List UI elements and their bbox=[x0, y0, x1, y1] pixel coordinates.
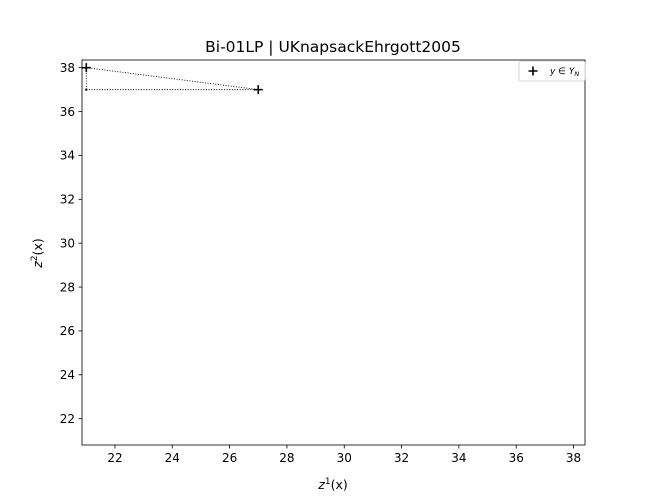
y-axis-label-sup: 2 bbox=[30, 255, 40, 261]
y-axis-label-main: z bbox=[30, 261, 45, 269]
chart-title: Bi-01LP | UKnapsackEhrgott2005 bbox=[205, 38, 461, 56]
y-tick-label: 30 bbox=[60, 236, 75, 250]
y-tick-label: 22 bbox=[60, 412, 75, 426]
axes: 22 24 26 28 30 32 34 36 38 22 24 26 28 30 32 34 36 38 bbox=[60, 59, 586, 465]
data-point bbox=[253, 85, 263, 95]
auxiliary-point bbox=[85, 88, 88, 91]
x-tick-label: 22 bbox=[107, 451, 122, 465]
y-tick-label: 34 bbox=[60, 149, 75, 163]
x-tick-label: 38 bbox=[566, 451, 581, 465]
x-axis-label: z1(x) bbox=[317, 477, 347, 492]
y-tick-label: 38 bbox=[60, 61, 75, 75]
x-tick-label: 32 bbox=[394, 451, 409, 465]
y-tick-label: 28 bbox=[60, 280, 75, 294]
x-tick-label: 28 bbox=[279, 451, 294, 465]
y-tick-label: 24 bbox=[60, 368, 75, 382]
axes-frame bbox=[81, 59, 586, 446]
x-tick-label: 26 bbox=[222, 451, 237, 465]
connector-line bbox=[86, 67, 259, 91]
y-tick-label: 26 bbox=[60, 324, 75, 338]
data-point bbox=[81, 63, 91, 73]
x-axis-label-suffix: (x) bbox=[331, 477, 348, 492]
y-tick-label: 36 bbox=[60, 105, 75, 119]
legend-box bbox=[518, 60, 586, 82]
y-axis-label-suffix: (x) bbox=[30, 238, 45, 255]
x-tick-label: 34 bbox=[451, 451, 466, 465]
x-tick-label: 24 bbox=[165, 451, 180, 465]
legend-label: y ∈ YN bbox=[549, 67, 579, 78]
legend: y ∈ YN bbox=[518, 60, 586, 82]
x-axis-label-main: z bbox=[317, 477, 325, 492]
x-axis-label-sup: 1 bbox=[325, 477, 331, 487]
y-tick-label: 32 bbox=[60, 193, 75, 207]
legend-label-sub: N bbox=[574, 70, 579, 78]
legend-marker-plus-icon bbox=[528, 66, 538, 76]
x-tick-label: 30 bbox=[337, 451, 352, 465]
y-axis-label: z2(x) bbox=[30, 238, 45, 268]
legend-label-main: y ∈ Y bbox=[549, 67, 576, 77]
x-tick-label: 36 bbox=[509, 451, 524, 465]
plot-area bbox=[81, 63, 263, 95]
